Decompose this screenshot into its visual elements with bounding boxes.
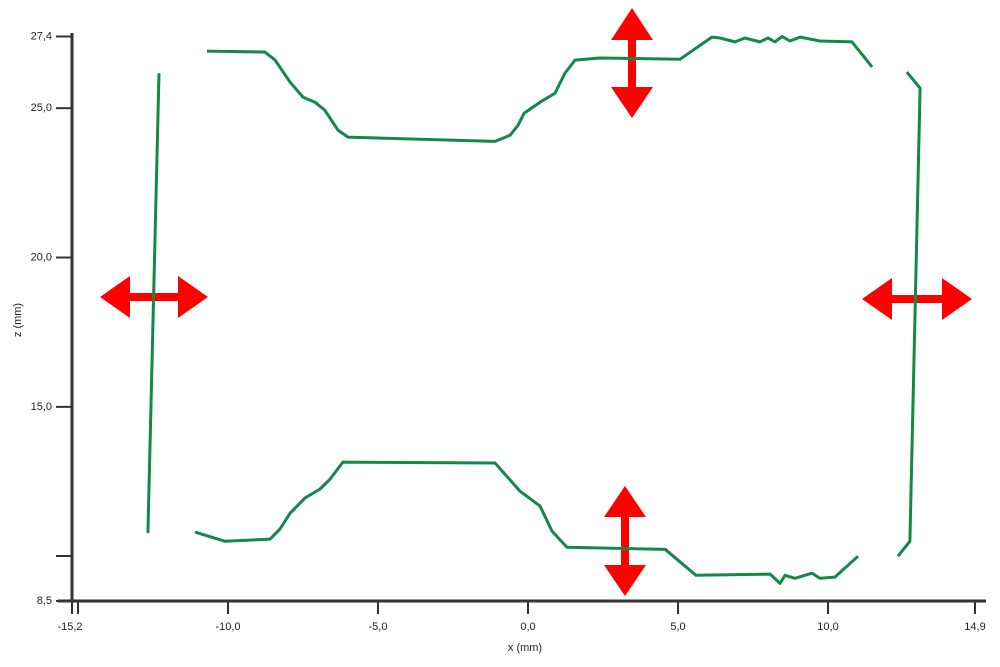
profile-line xyxy=(206,35,874,143)
x-tick-label: -5,0 xyxy=(369,621,388,633)
x-tick-label: -10,0 xyxy=(215,621,240,633)
x-tick-label: 5,0 xyxy=(670,621,685,633)
profile-line xyxy=(146,73,161,534)
arrows xyxy=(100,8,972,596)
x-tick-label: 10,0 xyxy=(817,621,838,633)
y-tick-label: 25,0 xyxy=(31,102,52,114)
arrow-right xyxy=(862,278,972,320)
x-axis-label: x (mm) xyxy=(508,642,542,654)
y-tick-label: 20,0 xyxy=(31,251,52,263)
x-tick-label: 0,0 xyxy=(520,621,535,633)
profile-line xyxy=(194,460,860,585)
profile-line xyxy=(896,71,922,558)
y-tick-label: 27,4 xyxy=(31,30,52,42)
arrow-bottom xyxy=(604,486,646,596)
x-tick-label: -15,2 xyxy=(57,621,82,633)
x-tick-label: 14,9 xyxy=(964,621,985,633)
y-tick-label: 8,5 xyxy=(37,595,52,607)
arrow-top xyxy=(611,8,653,118)
y-tick-label: 15,0 xyxy=(31,401,52,413)
y-axis-label: z (mm) xyxy=(12,303,24,337)
